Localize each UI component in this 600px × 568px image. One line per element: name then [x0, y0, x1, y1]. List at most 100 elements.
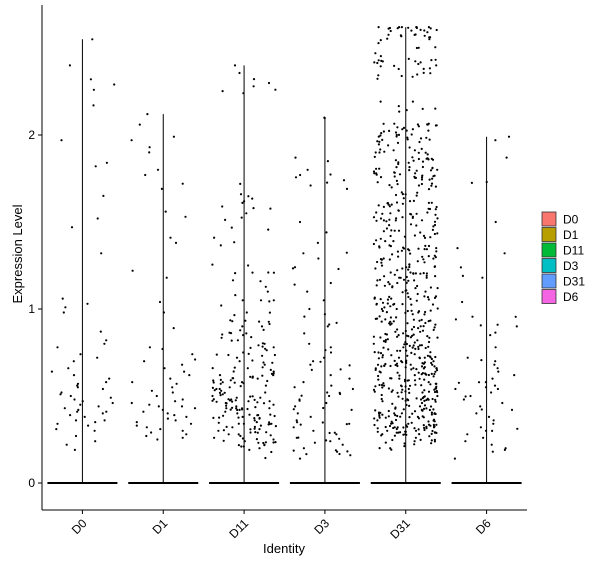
data-point	[236, 412, 239, 415]
data-point	[316, 241, 319, 244]
data-point	[422, 424, 425, 427]
data-point	[388, 295, 391, 298]
data-point	[381, 413, 384, 416]
data-point	[414, 272, 417, 275]
data-point	[228, 331, 231, 334]
data-point	[247, 352, 250, 355]
violin-group-D31	[370, 26, 441, 484]
legend-swatch	[541, 211, 557, 227]
legend-label: D3	[563, 259, 579, 273]
data-point	[247, 195, 250, 198]
legend-swatch	[541, 227, 557, 242]
data-point	[413, 427, 416, 430]
data-point	[224, 410, 227, 413]
data-point	[417, 371, 420, 374]
data-point	[72, 360, 75, 363]
data-point	[317, 257, 320, 260]
data-point	[407, 57, 410, 61]
violin-group-D6	[451, 135, 522, 484]
data-point	[181, 398, 184, 401]
data-point	[402, 433, 405, 436]
data-point	[260, 325, 264, 328]
data-point	[400, 74, 403, 78]
data-point	[419, 398, 423, 401]
data-point	[490, 391, 493, 394]
data-point	[390, 203, 393, 206]
data-point	[434, 370, 437, 373]
data-point	[350, 408, 353, 411]
data-point	[261, 374, 264, 377]
data-point	[174, 419, 177, 422]
data-point	[385, 220, 388, 223]
data-point	[435, 247, 438, 250]
data-point	[390, 354, 393, 357]
data-point	[400, 191, 403, 194]
data-point	[430, 201, 433, 204]
data-point	[388, 129, 391, 132]
legend-label: D0	[563, 213, 579, 227]
data-point	[169, 236, 172, 239]
data-point	[421, 391, 424, 394]
data-point	[229, 408, 232, 411]
data-point	[481, 276, 484, 279]
data-point	[174, 241, 178, 244]
data-point	[263, 342, 266, 345]
data-point	[329, 374, 332, 377]
data-point	[384, 318, 387, 321]
data-point	[405, 433, 408, 436]
data-point	[312, 360, 315, 363]
data-point	[431, 177, 434, 180]
x-tick-label: D1	[150, 516, 171, 537]
data-point	[423, 236, 427, 239]
data-point	[89, 78, 92, 81]
data-point	[416, 292, 419, 296]
data-point	[219, 378, 222, 381]
data-point	[420, 178, 424, 181]
data-point	[292, 408, 295, 411]
data-point	[185, 415, 188, 418]
data-point	[423, 295, 426, 298]
data-point	[456, 247, 459, 250]
data-point	[392, 303, 395, 306]
data-point	[400, 249, 403, 252]
data-point	[419, 272, 422, 275]
data-point	[389, 234, 392, 238]
data-point	[326, 181, 329, 184]
data-point	[384, 441, 387, 444]
data-point	[306, 290, 309, 293]
data-point	[412, 318, 415, 321]
data-point	[103, 419, 106, 422]
data-point	[510, 408, 514, 411]
data-point	[333, 431, 336, 434]
data-point	[263, 363, 266, 366]
data-point	[402, 126, 406, 129]
data-point	[433, 265, 437, 268]
data-point	[239, 329, 242, 332]
data-point	[298, 399, 301, 402]
data-point	[330, 384, 333, 387]
data-point	[239, 434, 242, 438]
data-point	[375, 172, 378, 175]
data-point	[405, 403, 408, 407]
data-point	[227, 433, 230, 436]
data-point	[416, 339, 419, 342]
data-point	[398, 26, 401, 29]
data-point	[253, 425, 256, 428]
data-point	[426, 211, 429, 214]
data-point	[407, 279, 410, 282]
data-point	[213, 389, 216, 392]
legend-swatch	[541, 258, 557, 273]
data-point	[233, 314, 236, 317]
data-point	[242, 334, 245, 337]
data-point	[418, 140, 421, 144]
data-point	[221, 205, 224, 208]
data-point	[391, 253, 394, 256]
data-point	[297, 436, 300, 439]
data-point	[393, 273, 396, 276]
data-point	[171, 386, 174, 389]
data-point	[432, 225, 435, 228]
data-point	[390, 186, 393, 189]
data-point	[477, 381, 481, 384]
data-point	[405, 334, 408, 337]
data-point	[235, 396, 238, 399]
